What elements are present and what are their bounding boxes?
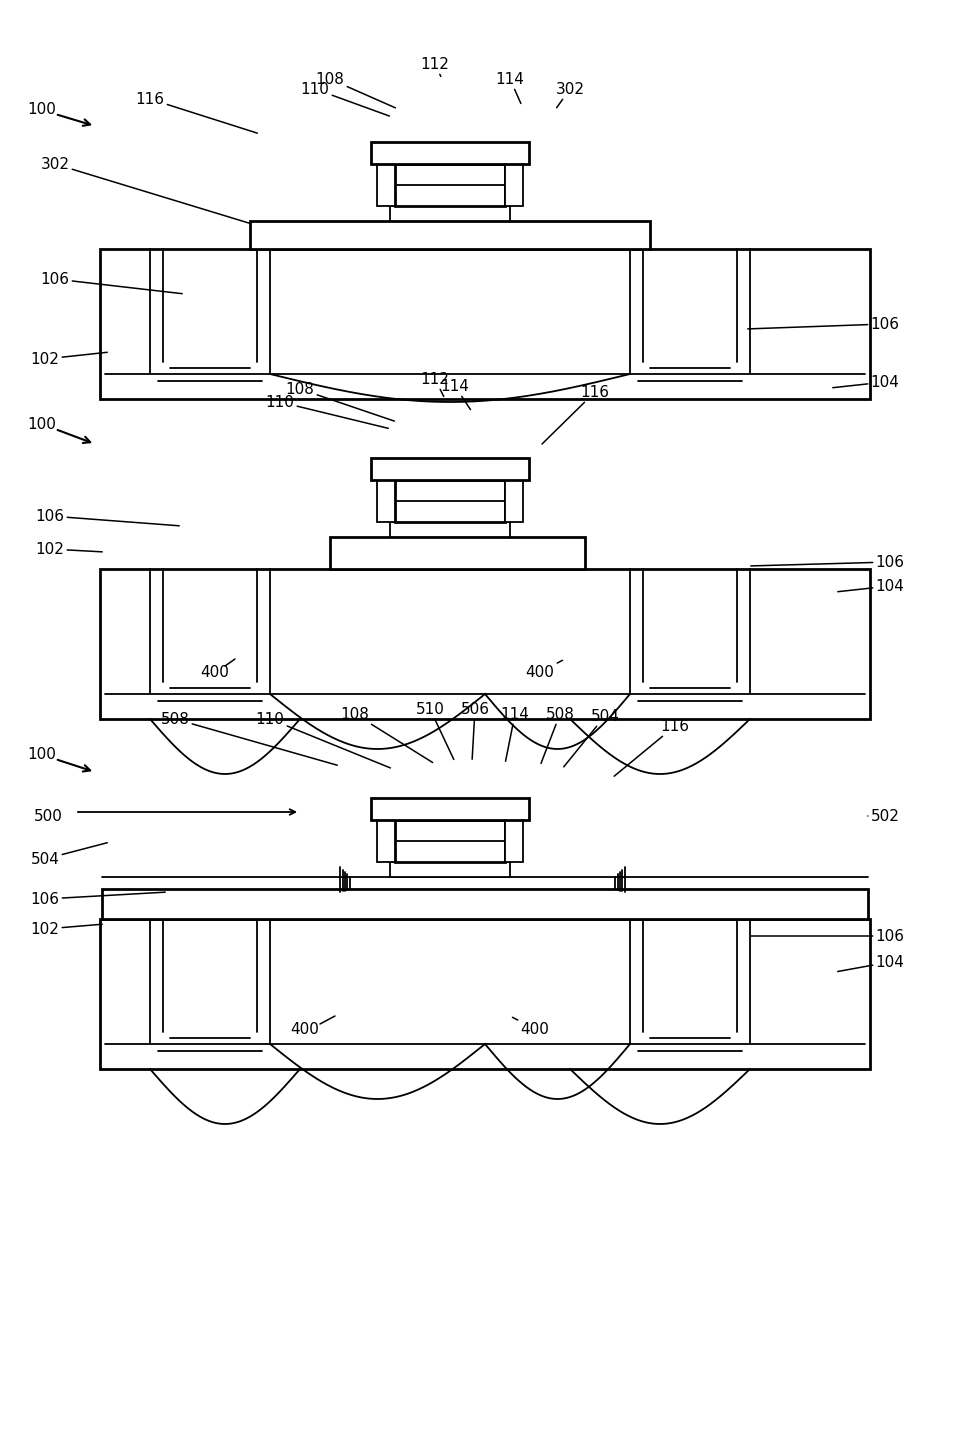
- Text: 506: 506: [460, 701, 489, 760]
- Text: 302: 302: [41, 156, 250, 224]
- Text: 510: 510: [416, 701, 453, 760]
- Bar: [377, 480, 395, 522]
- Text: 106: 106: [751, 929, 905, 944]
- Bar: [371, 142, 529, 165]
- Text: 508: 508: [160, 711, 337, 766]
- Text: 504: 504: [30, 843, 108, 866]
- Text: 112: 112: [420, 57, 450, 77]
- Bar: [390, 522, 510, 538]
- Text: 108: 108: [341, 707, 433, 763]
- Bar: [250, 221, 650, 250]
- Text: 502: 502: [868, 809, 899, 823]
- Text: 100: 100: [27, 417, 56, 432]
- Bar: [350, 878, 615, 889]
- Text: 110: 110: [255, 711, 390, 769]
- Text: 302: 302: [555, 82, 585, 108]
- Text: 400: 400: [513, 1018, 550, 1037]
- Bar: [330, 538, 585, 569]
- Bar: [377, 165, 395, 206]
- Text: 106: 106: [751, 555, 905, 569]
- Bar: [395, 480, 505, 522]
- Text: 102: 102: [36, 542, 102, 556]
- Bar: [100, 919, 870, 1070]
- Bar: [505, 480, 523, 522]
- Text: 400: 400: [525, 661, 562, 680]
- Text: 102: 102: [30, 351, 107, 367]
- Text: 108: 108: [285, 381, 394, 422]
- Bar: [395, 165, 505, 206]
- Text: 116: 116: [542, 384, 610, 445]
- Text: 114: 114: [441, 379, 471, 410]
- Bar: [102, 889, 868, 919]
- Text: 106: 106: [748, 317, 899, 331]
- Text: 100: 100: [27, 747, 56, 761]
- Text: 108: 108: [316, 72, 395, 109]
- Text: 116: 116: [136, 92, 257, 133]
- Text: 508: 508: [541, 707, 575, 764]
- Text: 116: 116: [614, 718, 689, 776]
- Bar: [395, 820, 505, 862]
- Bar: [505, 820, 523, 862]
- Bar: [390, 862, 510, 878]
- Text: 106: 106: [30, 892, 165, 906]
- Text: 400: 400: [290, 1021, 319, 1037]
- Bar: [371, 459, 529, 480]
- Text: 500: 500: [34, 809, 62, 823]
- Bar: [377, 820, 395, 862]
- Bar: [390, 206, 510, 221]
- Text: 106: 106: [36, 509, 180, 526]
- Bar: [100, 569, 870, 720]
- Text: 114: 114: [501, 707, 529, 761]
- Text: 114: 114: [495, 72, 524, 103]
- Text: 104: 104: [833, 374, 899, 390]
- Text: 100: 100: [27, 102, 56, 118]
- Text: 104: 104: [838, 955, 904, 972]
- Text: 112: 112: [420, 371, 450, 397]
- Bar: [505, 165, 523, 206]
- Text: 104: 104: [838, 579, 904, 594]
- Bar: [100, 250, 870, 399]
- Text: 106: 106: [41, 272, 183, 294]
- Text: 110: 110: [265, 394, 388, 429]
- Text: 504: 504: [564, 708, 619, 767]
- Text: 102: 102: [30, 922, 102, 936]
- Bar: [371, 799, 529, 820]
- Text: 400: 400: [201, 665, 229, 680]
- Text: 110: 110: [301, 82, 389, 116]
